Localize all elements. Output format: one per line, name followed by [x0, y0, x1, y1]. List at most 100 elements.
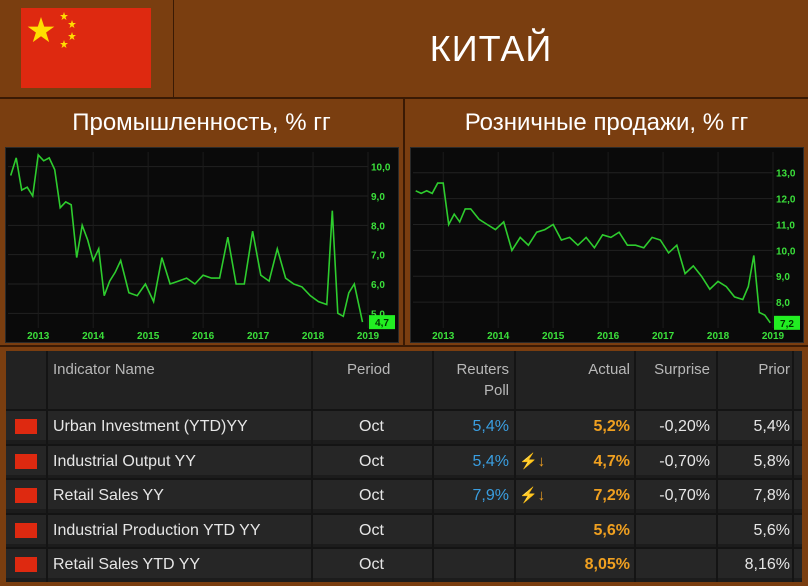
y-tick-label: 6,0 — [371, 280, 385, 291]
col-reuters-poll-line1: Reuters — [456, 361, 509, 378]
china-flag-icon — [21, 8, 151, 88]
surprise-alert-icon: ⚡↓ — [519, 487, 546, 505]
y-tick-label: 9,0 — [371, 192, 385, 203]
x-tick-label: 2017 — [247, 331, 270, 342]
column-divider — [46, 351, 48, 582]
last-value-label: 7,2 — [780, 319, 794, 330]
actual-value: 5,6% — [593, 521, 630, 539]
retail-chart: 13,0 12,0 11,0 10,0 9,0 8,0 2013 2014 2015 2016 20… — [410, 147, 804, 343]
column-divider — [716, 351, 718, 582]
table-row[interactable]: Industrial Production YTD YY Oct 5,6% 5,6% — [6, 512, 802, 546]
column-divider — [311, 351, 313, 582]
series-line — [9, 153, 364, 323]
divider — [0, 97, 808, 99]
actual-value: 5,2% — [593, 418, 630, 435]
y-tick-label: 10,0 — [371, 163, 391, 174]
prior-value: 5,8% — [753, 452, 790, 470]
col-surprise[interactable]: Surprise — [654, 361, 710, 378]
china-flag-icon — [15, 419, 37, 434]
y-tick-label: 9,0 — [776, 272, 790, 283]
y-tick-label: 10,0 — [776, 246, 796, 257]
actual-value: 8,05% — [584, 556, 630, 574]
prior-value: 5,6% — [753, 521, 790, 539]
y-tick-label: 5,0 — [371, 309, 385, 320]
x-tick-label: 2016 — [597, 331, 620, 342]
col-actual[interactable]: Actual — [588, 361, 630, 378]
x-tick-label: 2019 — [357, 331, 380, 342]
x-tick-label: 2015 — [137, 331, 160, 342]
column-divider — [792, 351, 794, 582]
y-tick-label: 13,0 — [776, 169, 796, 180]
y-tick-label: 11,0 — [776, 220, 795, 231]
period: Oct — [359, 418, 384, 435]
x-tick-label: 2013 — [27, 331, 50, 342]
indicator-name: Retail Sales YY — [53, 487, 164, 505]
surprise-value — [634, 515, 710, 546]
surprise-value: -0,70% — [659, 452, 710, 470]
y-tick-label: 8,0 — [776, 298, 790, 309]
actual-value: 7,2% — [593, 487, 630, 505]
china-flag-icon — [15, 453, 37, 469]
x-tick-label: 2014 — [82, 331, 105, 342]
indicator-name: Retail Sales YTD YY — [53, 556, 201, 574]
x-tick-label: 2018 — [302, 331, 325, 342]
column-divider — [634, 351, 636, 582]
column-divider — [514, 351, 516, 582]
table-row[interactable]: Industrial Output YY Oct 5,4% ⚡↓ 4,7% -0,70% 5… — [6, 443, 802, 475]
surprise-alert-icon: ⚡↓ — [519, 452, 546, 470]
col-period[interactable]: Period — [347, 361, 391, 378]
reuters-poll-value: 5,4% — [472, 418, 509, 435]
x-tick-label: 2016 — [192, 331, 215, 342]
prior-value: 8,16% — [744, 556, 790, 574]
period: Oct — [359, 521, 384, 539]
table-header: Indicator Name Period Reuters Poll Actua… — [6, 351, 802, 409]
x-tick-label: 2013 — [432, 331, 455, 342]
reuters-poll-value: 7,9% — [472, 487, 509, 505]
period: Oct — [359, 487, 384, 505]
table-row[interactable]: Urban Investment (YTD)YY Oct 5,4% 5,2% -0,20… — [6, 409, 802, 440]
actual-value: 4,7% — [593, 452, 630, 470]
column-divider — [432, 351, 434, 582]
y-tick-label: 8,0 — [371, 221, 385, 232]
col-indicator-name[interactable]: Indicator Name — [53, 361, 155, 378]
header-bar: КИТАЙ — [0, 0, 808, 97]
x-tick-label: 2019 — [762, 331, 785, 342]
col-reuters-poll[interactable]: Reuters Poll — [446, 359, 509, 401]
industry-chart: 10,0 9,0 8,0 7,0 6,0 5,0 2013 2014 2015 2016 2017 2… — [5, 147, 399, 343]
country-title: КИТАЙ — [429, 27, 553, 69]
x-tick-label: 2017 — [652, 331, 675, 342]
col-prior[interactable]: Prior — [758, 361, 790, 378]
divider — [0, 345, 808, 347]
period: Oct — [359, 452, 384, 470]
prior-value: 5,4% — [753, 418, 790, 435]
reuters-poll-value — [432, 515, 509, 546]
table-row[interactable]: Retail Sales YTD YY Oct 8,05% 8,16% — [6, 547, 802, 580]
indicator-name: Industrial Output YY — [53, 452, 196, 470]
china-flag — [21, 8, 151, 88]
surprise-value: -0,70% — [659, 487, 710, 505]
last-value-label: 4,7 — [375, 318, 389, 329]
reuters-poll-value: 5,4% — [472, 452, 509, 470]
reuters-poll-value — [432, 549, 509, 580]
x-tick-label: 2015 — [542, 331, 565, 342]
period: Oct — [359, 556, 384, 574]
chart-title-retail: Розничные продажи, % гг — [464, 109, 749, 136]
last-value-badge — [369, 315, 395, 330]
indicator-name: Urban Investment (YTD)YY — [53, 418, 248, 435]
x-tick-label: 2018 — [707, 331, 730, 342]
china-flag-icon — [15, 488, 37, 504]
table-row[interactable]: Retail Sales YY Oct 7,9% ⚡↓ 7,2% -0,70% 7,8% — [6, 478, 802, 510]
charts-divider — [403, 99, 405, 345]
industry-chart-svg: 10,0 9,0 8,0 7,0 6,0 5,0 2013 2014 2015 2016 2017 2… — [8, 152, 395, 342]
col-reuters-poll-line2: Poll — [483, 382, 509, 399]
flag-container — [0, 0, 174, 97]
retail-chart-svg: 13,0 12,0 11,0 10,0 9,0 8,0 2013 2014 2015 2016 20… — [413, 152, 800, 342]
surprise-value: -0,20% — [659, 418, 710, 435]
prior-value: 7,8% — [753, 487, 790, 505]
china-flag-icon — [15, 557, 37, 573]
surprise-value — [634, 549, 710, 580]
china-flag-icon — [15, 522, 37, 538]
y-tick-label: 7,0 — [371, 251, 385, 262]
x-tick-label: 2014 — [487, 331, 510, 342]
indicators-table: Indicator Name Period Reuters Poll Actua… — [6, 351, 802, 582]
